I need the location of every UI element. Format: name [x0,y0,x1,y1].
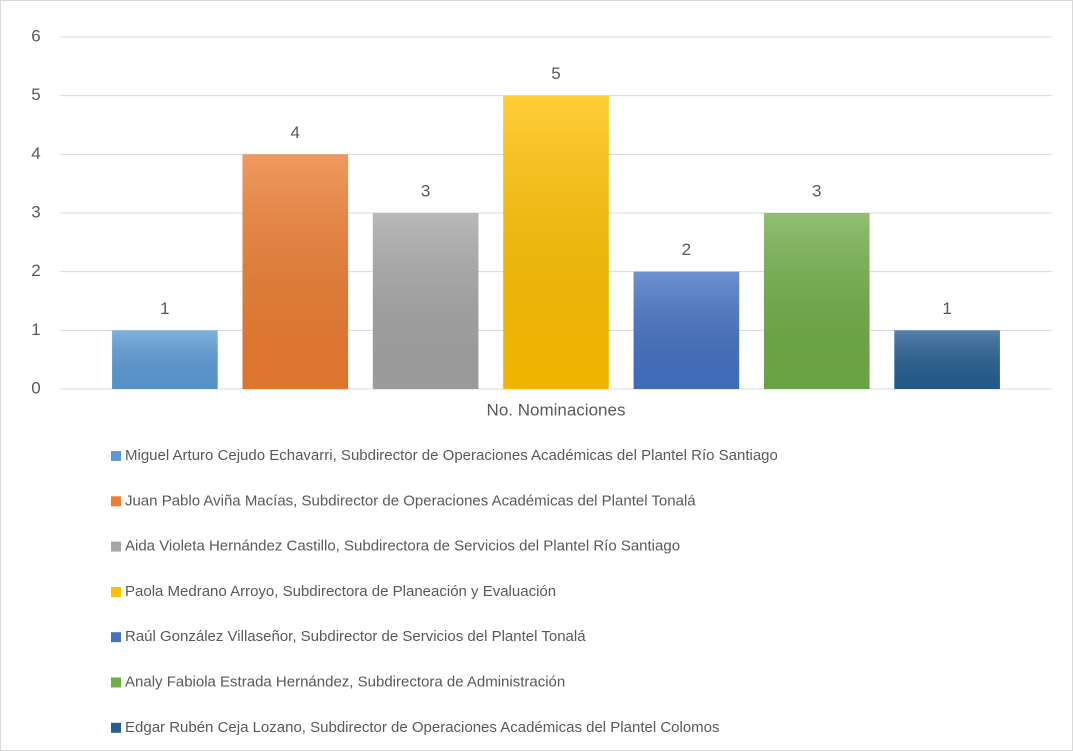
legend-swatch [111,632,121,643]
data-label: 1 [942,299,951,318]
bar-sheen [372,213,479,389]
bar-sheen [633,271,740,389]
legend-label: Aida Violeta Hernández Castillo, Subdire… [125,538,680,555]
bar-sheen [503,95,609,390]
legend-label: Edgar Rubén Ceja Lozano, Subdirector de … [125,719,720,736]
y-tick-label: 2 [31,261,40,280]
legend-swatch [111,722,121,733]
data-label: 5 [551,64,560,83]
bar-sheen [894,330,1000,389]
bar-sheen [112,330,218,389]
bar-sheen [763,213,870,389]
legend-label: Juan Pablo Aviña Macías, Subdirector de … [125,492,696,509]
y-tick-label: 3 [31,202,40,221]
y-tick-label: 6 [31,26,40,45]
legend-label: Miguel Arturo Cejudo Echavarri, Subdirec… [125,447,778,464]
legend-swatch [111,677,121,688]
data-label: 3 [812,181,821,200]
data-label: 3 [421,181,430,200]
legend-swatch [111,451,121,461]
data-label: 2 [682,240,691,259]
legend-swatch [111,496,121,507]
legend-swatch [111,541,121,552]
legend-swatch [111,586,121,597]
y-tick-label: 5 [31,85,40,104]
y-tick-label: 4 [31,144,40,163]
data-label: 1 [160,299,169,318]
x-tick-label: No. Nominaciones [487,400,626,419]
legend-label: Paola Medrano Arroyo, Subdirectora de Pl… [125,583,556,600]
legend-label: Analy Fabiola Estrada Hernández, Subdire… [125,673,565,690]
y-tick-label: 1 [31,320,40,339]
bar-sheen [242,154,349,389]
y-tick-label: 0 [31,378,40,397]
legend-label: Raúl González Villaseñor, Subdirector de… [125,628,586,645]
data-label: 4 [291,123,300,142]
